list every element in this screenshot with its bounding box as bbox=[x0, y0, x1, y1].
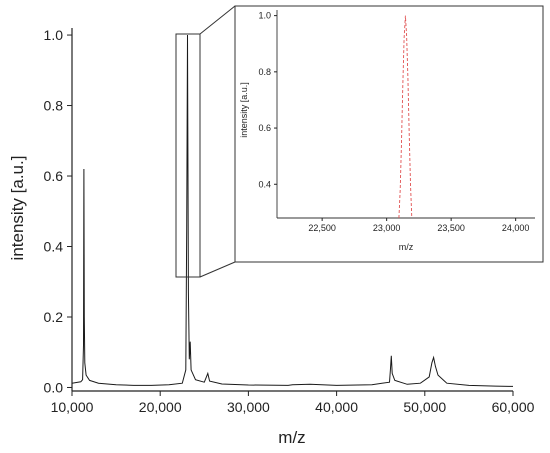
y-tick-label: 1.0 bbox=[44, 27, 64, 43]
main-plot: 10,000 20,000 30,000 40,000 50,000 60,000 0.0 0… bbox=[8, 27, 535, 447]
y-tick-label: 0.6 bbox=[44, 168, 64, 184]
x-tick-label: 60,000 bbox=[492, 399, 535, 415]
zoom-box bbox=[175, 33, 201, 278]
x-tick-label: 50,000 bbox=[403, 399, 446, 415]
main-x-axis-title: m/z bbox=[278, 428, 305, 447]
y-tick-label: 0.4 bbox=[44, 239, 64, 255]
y-tick-label: 0.4 bbox=[258, 179, 271, 189]
main-spectrum-line bbox=[71, 34, 514, 387]
x-tick-label: 20,000 bbox=[139, 399, 182, 415]
inset-spectrum-line bbox=[398, 15, 413, 219]
zoom-connector-bottom bbox=[199, 261, 236, 278]
x-tick-label: 40,000 bbox=[315, 399, 358, 415]
x-tick-label: 23,500 bbox=[437, 223, 465, 233]
main-y-axis-title: intensity [a.u.] bbox=[8, 156, 27, 261]
inset-plot: 22,500 23,000 23,500 24,000 0.4 0.6 0.8 1.0 m/z… bbox=[234, 5, 544, 263]
y-tick-label: 0.2 bbox=[44, 309, 64, 325]
inset-y-axis-title: intensity [a.u.] bbox=[239, 82, 249, 138]
y-tick-label: 0.6 bbox=[258, 123, 271, 133]
x-tick-label: 30,000 bbox=[227, 399, 270, 415]
x-tick-label: 22,500 bbox=[308, 223, 336, 233]
x-tick-label: 24,000 bbox=[502, 223, 530, 233]
inset-frame bbox=[234, 5, 544, 263]
zoom-indicator bbox=[175, 5, 236, 278]
zoom-connector-top bbox=[199, 5, 236, 35]
x-tick-label: 10,000 bbox=[51, 399, 94, 415]
inset-x-axis-title: m/z bbox=[399, 242, 414, 252]
y-tick-label: 0.8 bbox=[44, 98, 64, 114]
x-tick-label: 23,000 bbox=[373, 223, 401, 233]
y-tick-label: 1.0 bbox=[258, 11, 271, 21]
y-tick-label: 0.0 bbox=[44, 379, 64, 395]
y-tick-label: 0.8 bbox=[258, 67, 271, 77]
